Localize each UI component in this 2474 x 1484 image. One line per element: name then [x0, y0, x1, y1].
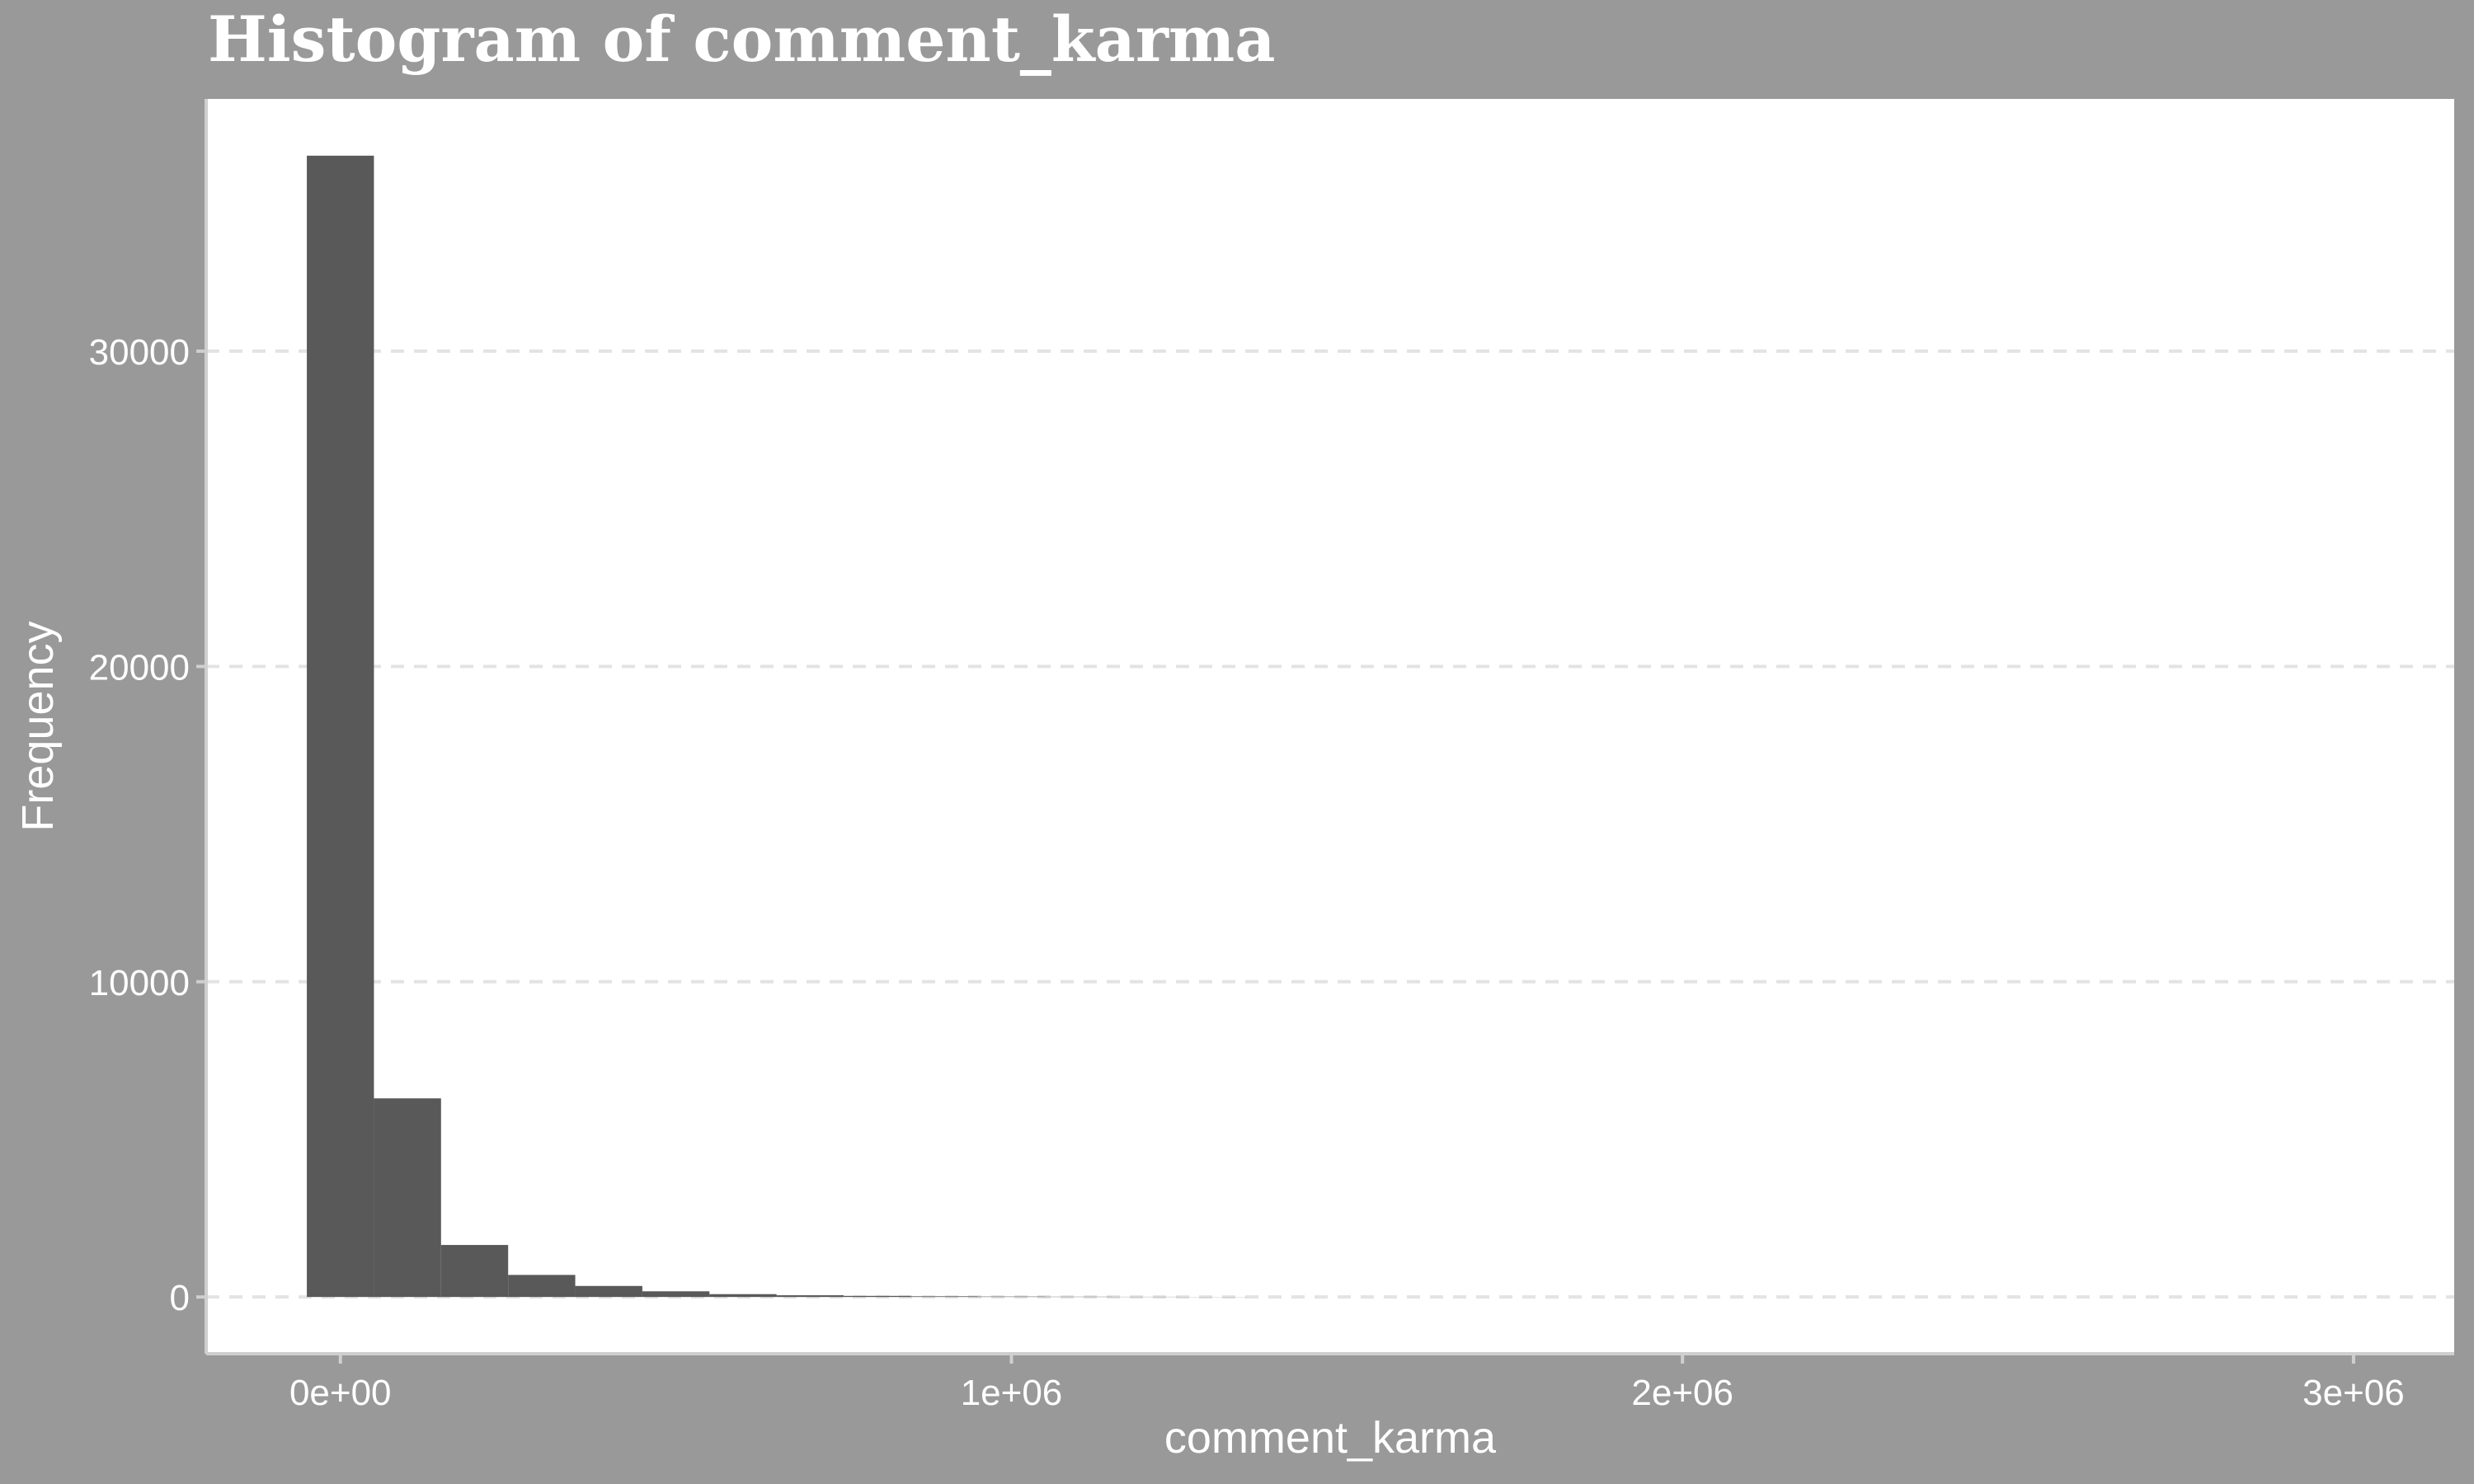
histogram-bar: [575, 1285, 642, 1298]
x-tick-label: 2e+06: [1631, 1373, 1733, 1413]
histogram-bar: [910, 1296, 978, 1298]
x-tick-label: 3e+06: [2302, 1373, 2405, 1413]
y-tick-label: 20000: [89, 647, 190, 688]
x-axis-ticks: 0e+00 1e+06 2e+06 3e+06: [289, 1354, 2405, 1413]
y-tick-label: 10000: [89, 963, 190, 1003]
histogram-bar: [977, 1296, 1046, 1298]
y-tick-label: 30000: [89, 332, 190, 373]
plot-panel: [206, 99, 2454, 1354]
histogram-bars: [307, 155, 1247, 1298]
histogram-bar: [440, 1245, 509, 1298]
histogram-bar: [709, 1294, 777, 1298]
histogram-bar: [508, 1275, 576, 1298]
y-axis-label: Frequency: [13, 621, 63, 831]
x-tick-label: 1e+06: [961, 1373, 1063, 1413]
histogram-bar: [374, 1098, 441, 1298]
y-tick-label: 0: [170, 1278, 190, 1318]
chart-title: Histogram of comment_karma: [208, 2, 1276, 76]
x-axis-label: comment_karma: [1164, 1413, 1497, 1463]
histogram-bar: [776, 1295, 844, 1298]
histogram-bar: [844, 1295, 911, 1298]
histogram-bar: [642, 1291, 710, 1298]
x-tick-label: 0e+00: [289, 1373, 392, 1413]
y-axis-ticks: 0 10000 20000 30000: [89, 332, 206, 1318]
histogram-bar: [307, 155, 374, 1298]
